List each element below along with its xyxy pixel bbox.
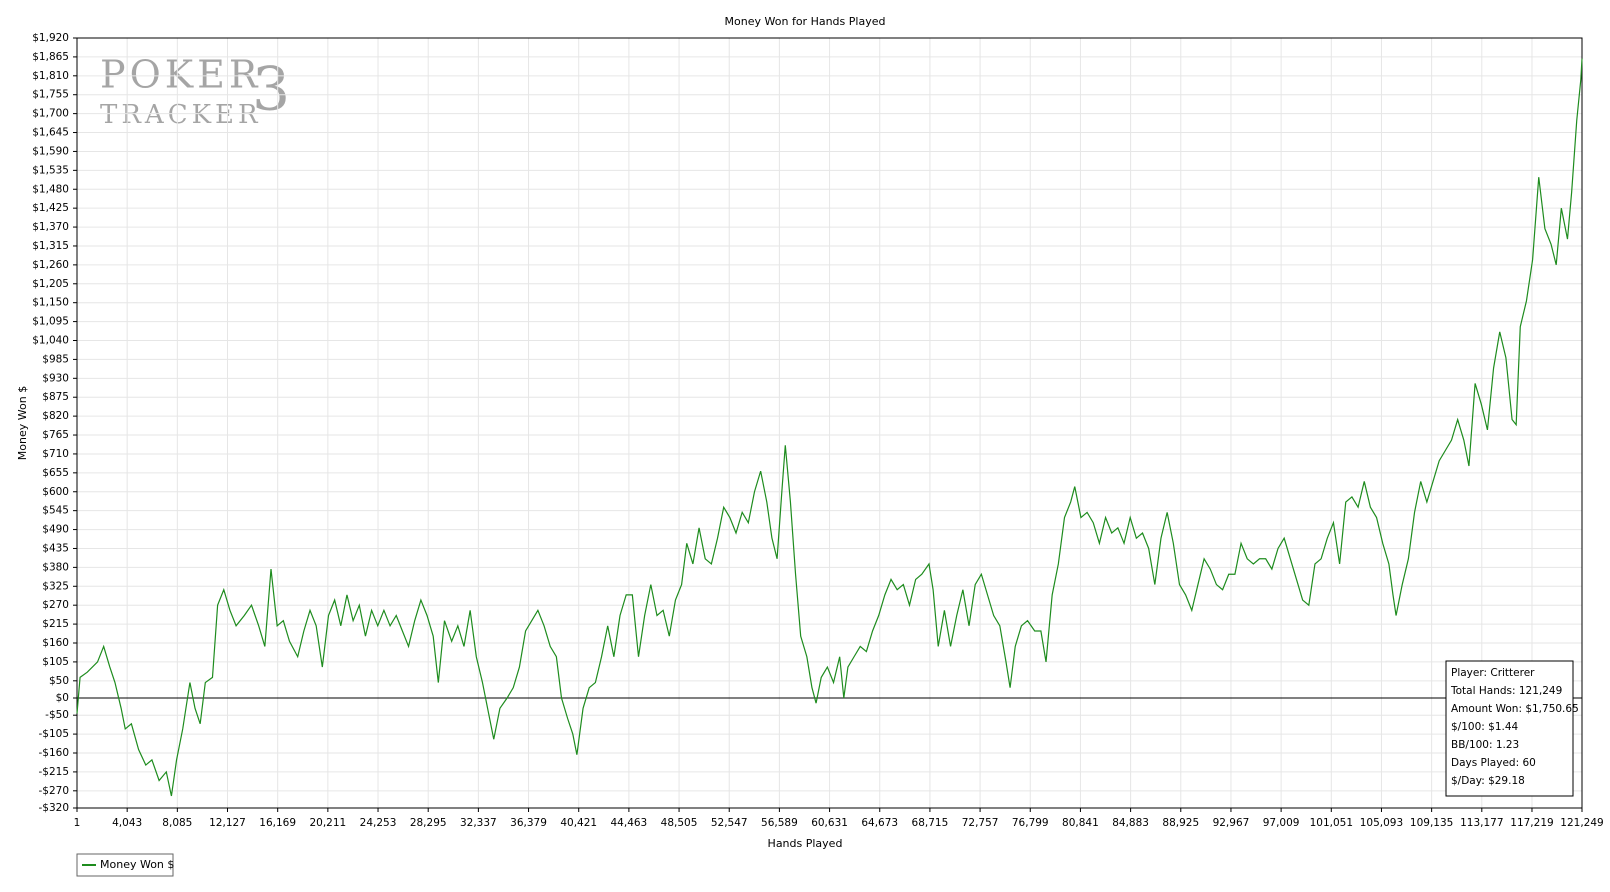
x-tick-label: 52,547 (711, 817, 748, 829)
x-tick-label: 97,009 (1263, 817, 1300, 829)
y-tick-label: $1,755 (32, 89, 69, 101)
watermark-bottom: TRACKER (100, 100, 262, 130)
y-tick-label: $270 (42, 599, 69, 611)
x-tick-label: 44,463 (611, 817, 648, 829)
watermark-mark: 3 (252, 55, 290, 125)
x-tick-label: 101,051 (1310, 817, 1353, 829)
stats-line: Amount Won: $1,750.65 (1451, 703, 1579, 715)
x-tick-label: 72,757 (962, 817, 999, 829)
y-tick-label: $1,645 (32, 127, 69, 139)
stats-line: Days Played: 60 (1451, 757, 1536, 769)
legend: Money Won $ (76, 853, 174, 877)
stats-line: BB/100: 1.23 (1451, 739, 1519, 751)
y-tick-label: $985 (42, 353, 69, 365)
y-tick-label: $1,920 (32, 32, 69, 44)
y-tick-label: $0 (56, 692, 69, 704)
x-axis-title: Hands Played (768, 837, 843, 850)
x-tick-label: 92,967 (1213, 817, 1250, 829)
y-tick-label: -$105 (38, 728, 69, 740)
y-tick-label: $215 (42, 618, 69, 630)
y-tick-label: $1,040 (32, 335, 69, 347)
x-tick-label: 12,127 (209, 817, 246, 829)
x-tick-label: 109,135 (1410, 817, 1453, 829)
legend-box (76, 853, 174, 877)
stats-line: Player: Critterer (1451, 667, 1535, 679)
y-tick-label: $435 (42, 542, 69, 554)
y-tick-label: $820 (42, 410, 69, 422)
y-tick-label: $1,150 (32, 297, 69, 309)
data-line (76, 58, 1583, 797)
stats-line: Total Hands: 121,249 (1450, 685, 1562, 697)
y-tick-label: $1,535 (32, 164, 69, 176)
y-tick-label: -$160 (38, 747, 69, 759)
x-tick-label: 113,177 (1460, 817, 1503, 829)
x-tick-label: 105,093 (1360, 817, 1403, 829)
x-tick-label: 48,505 (661, 817, 698, 829)
y-tick-label: $1,205 (32, 278, 69, 290)
y-tick-label: -$50 (45, 709, 69, 721)
y-tick-label: $1,700 (32, 108, 69, 120)
y-tick-label: $50 (49, 675, 69, 687)
y-tick-label: $930 (42, 372, 69, 384)
x-tick-label: 32,337 (460, 817, 497, 829)
x-tick-label: 40,421 (560, 817, 597, 829)
y-tick-label: $105 (42, 656, 69, 668)
x-tick-label: 60,631 (811, 817, 848, 829)
y-tick-label: $325 (42, 580, 69, 592)
y-tick-label: $765 (42, 429, 69, 441)
x-tick-label: 121,249 (1560, 817, 1603, 829)
y-tick-label: $1,315 (32, 240, 69, 252)
stats-frame (1445, 660, 1574, 797)
legend-label: Money Won $ (100, 858, 174, 871)
x-tick-label: 4,043 (112, 817, 142, 829)
y-tick-label: $490 (42, 524, 69, 536)
x-tick-label: 64,673 (861, 817, 898, 829)
y-axis-title: Money Won $ (16, 386, 29, 460)
y-tick-label: -$320 (38, 802, 69, 814)
x-tick-label: 36,379 (510, 817, 547, 829)
x-tick-label: 88,925 (1162, 817, 1199, 829)
x-tick-label: 24,253 (360, 817, 397, 829)
plot-border (76, 37, 1583, 809)
watermark-top: POKER (100, 53, 261, 97)
y-tick-label: $1,370 (32, 221, 69, 233)
x-tick-label: 68,715 (912, 817, 949, 829)
x-tick-label: 117,219 (1510, 817, 1553, 829)
x-tick-label: 8,085 (162, 817, 192, 829)
x-tick-label: 16,169 (259, 817, 296, 829)
y-tick-label: $1,865 (32, 51, 69, 63)
y-tick-label: $1,480 (32, 183, 69, 195)
x-tick-label: 1 (74, 817, 81, 829)
y-tick-label: $875 (42, 391, 69, 403)
y-tick-label: -$215 (38, 766, 69, 778)
x-tick-label: 84,883 (1112, 817, 1149, 829)
y-tick-label: $380 (42, 561, 69, 573)
stats-line: $/100: $1.44 (1451, 721, 1519, 733)
y-tick-label: -$270 (38, 785, 69, 797)
stats-box: Player: Critterer Total Hands: 121,249 Amo… (1445, 660, 1579, 797)
stats-line: $/Day: $29.18 (1451, 775, 1525, 787)
y-tick-label: $655 (42, 467, 69, 479)
x-tick-label: 20,211 (309, 817, 346, 829)
y-tick-label: $545 (42, 505, 69, 517)
y-tick-label: $1,095 (32, 316, 69, 328)
x-tick-label: 28,295 (410, 817, 447, 829)
y-tick-label: $710 (42, 448, 69, 460)
x-tick-label: 80,841 (1062, 817, 1099, 829)
y-tick-label: $1,425 (32, 202, 69, 214)
x-tick-label: 56,589 (761, 817, 798, 829)
y-tick-label: $1,810 (32, 70, 69, 82)
y-tick-label: $1,260 (32, 259, 69, 271)
y-tick-label: $1,590 (32, 145, 69, 157)
x-tick-label: 76,799 (1012, 817, 1049, 829)
chart-title: Money Won for Hands Played (725, 15, 886, 28)
y-tick-label: $600 (42, 486, 69, 498)
y-tick-label: $160 (42, 637, 69, 649)
